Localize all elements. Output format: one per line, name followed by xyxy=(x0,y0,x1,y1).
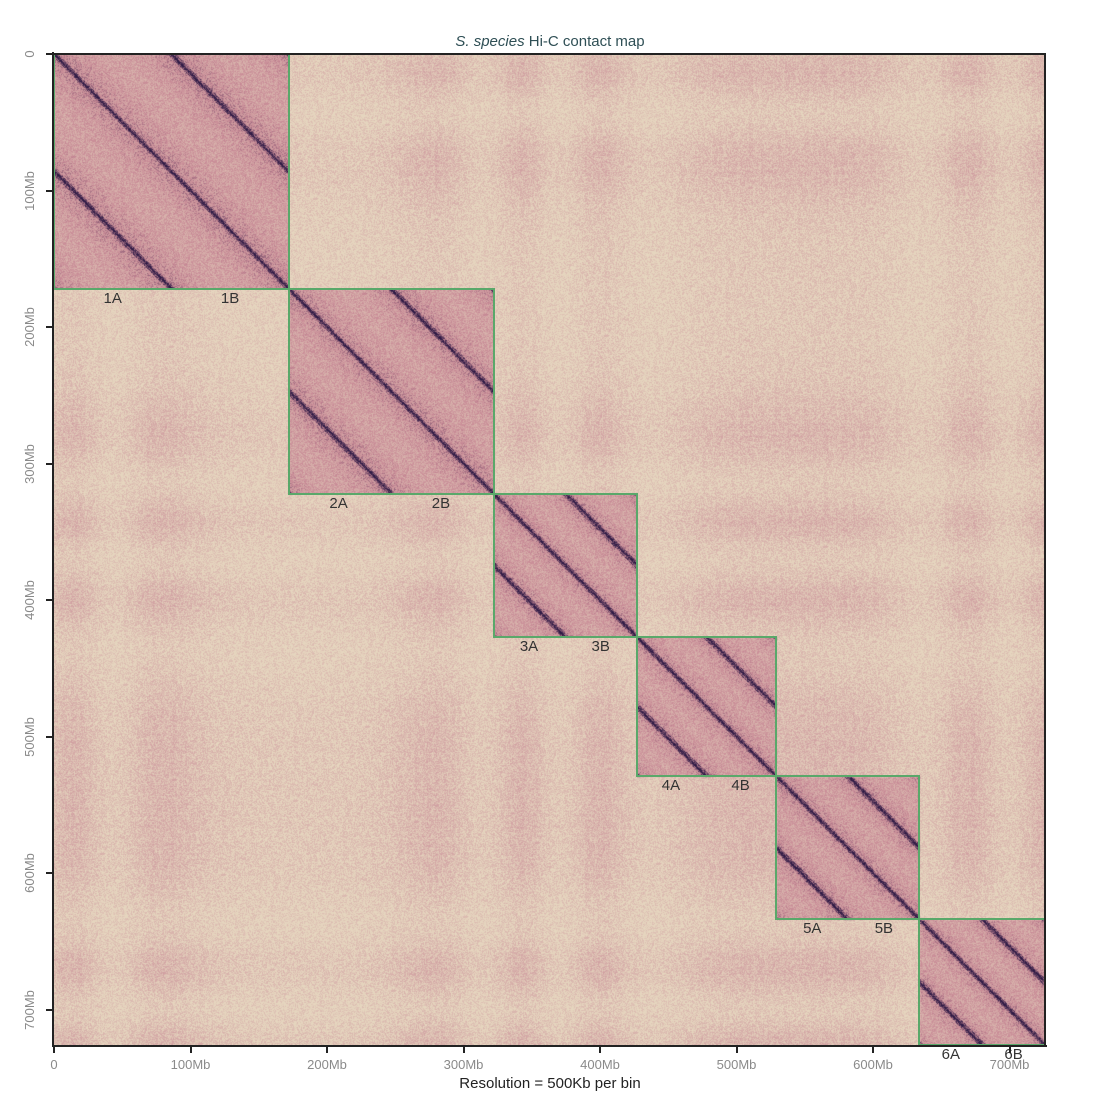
subgenome-label-5a: 5A xyxy=(803,920,822,938)
y-tick-mark xyxy=(46,872,53,874)
y-tick-label: 600Mb xyxy=(22,853,37,893)
subgenome-label-1b: 1B xyxy=(220,289,240,307)
y-tick-label: 700Mb xyxy=(22,989,37,1030)
subgenome-label-6a: 6A xyxy=(941,1045,960,1063)
x-tick-label: 400Mb xyxy=(580,1057,620,1072)
subgenome-label-4a: 4A xyxy=(661,777,681,795)
y-tick-mark xyxy=(46,189,53,192)
title-text: Hi-C contact map xyxy=(524,33,645,50)
y-tick-label: 500Mb xyxy=(22,716,37,757)
subgenome-label-1a: 1A xyxy=(103,289,122,307)
y-tick-label: 300Mb xyxy=(22,443,37,484)
title-species: S. species xyxy=(455,33,525,50)
subgenome-label-2a: 2A xyxy=(329,494,348,512)
x-tick-label: 300Mb xyxy=(443,1057,484,1072)
heatmap-canvas xyxy=(54,54,1045,1045)
contact-map-plot-area xyxy=(54,54,1045,1045)
y-tick-label: 200Mb xyxy=(22,307,37,347)
subgenome-label-4b: 4B xyxy=(731,777,750,795)
x-tick-mark xyxy=(872,1046,874,1053)
x-axis-line xyxy=(52,1045,1047,1047)
x-tick-label: 200Mb xyxy=(307,1057,347,1072)
y-tick-label: 400Mb xyxy=(22,580,37,620)
y-tick-label: 100Mb xyxy=(22,170,37,211)
x-tick-mark xyxy=(599,1046,601,1053)
x-tick-mark xyxy=(735,1046,738,1053)
x-tick-mark xyxy=(1008,1046,1011,1053)
x-tick-label: 700Mb xyxy=(989,1057,1030,1072)
y-tick-mark xyxy=(46,53,53,55)
y-tick-label: 0 xyxy=(22,50,37,58)
y-tick-mark xyxy=(46,1008,53,1011)
subgenome-label-3b: 3B xyxy=(591,637,610,655)
subgenome-label-2b: 2B xyxy=(431,494,451,512)
y-axis-line xyxy=(52,52,54,1047)
chart-title: S. species Hi-C contact map xyxy=(0,33,1100,50)
y-tick-mark xyxy=(46,462,53,465)
x-tick-mark xyxy=(53,1046,55,1053)
y-tick-mark xyxy=(46,326,53,328)
x-tick-label: 0 xyxy=(50,1057,58,1072)
x-tick-label: 500Mb xyxy=(716,1057,757,1072)
x-tick-mark xyxy=(326,1046,328,1053)
subgenome-label-3a: 3A xyxy=(519,637,539,655)
y-tick-mark xyxy=(46,735,53,738)
y-tick-mark xyxy=(46,599,53,601)
x-tick-label: 600Mb xyxy=(853,1057,893,1072)
x-axis-title: Resolution = 500Kb per bin xyxy=(459,1075,641,1092)
x-tick-label: 100Mb xyxy=(170,1057,211,1072)
x-tick-mark xyxy=(462,1046,465,1053)
x-tick-mark xyxy=(189,1046,192,1053)
subgenome-label-5b: 5B xyxy=(874,920,894,938)
